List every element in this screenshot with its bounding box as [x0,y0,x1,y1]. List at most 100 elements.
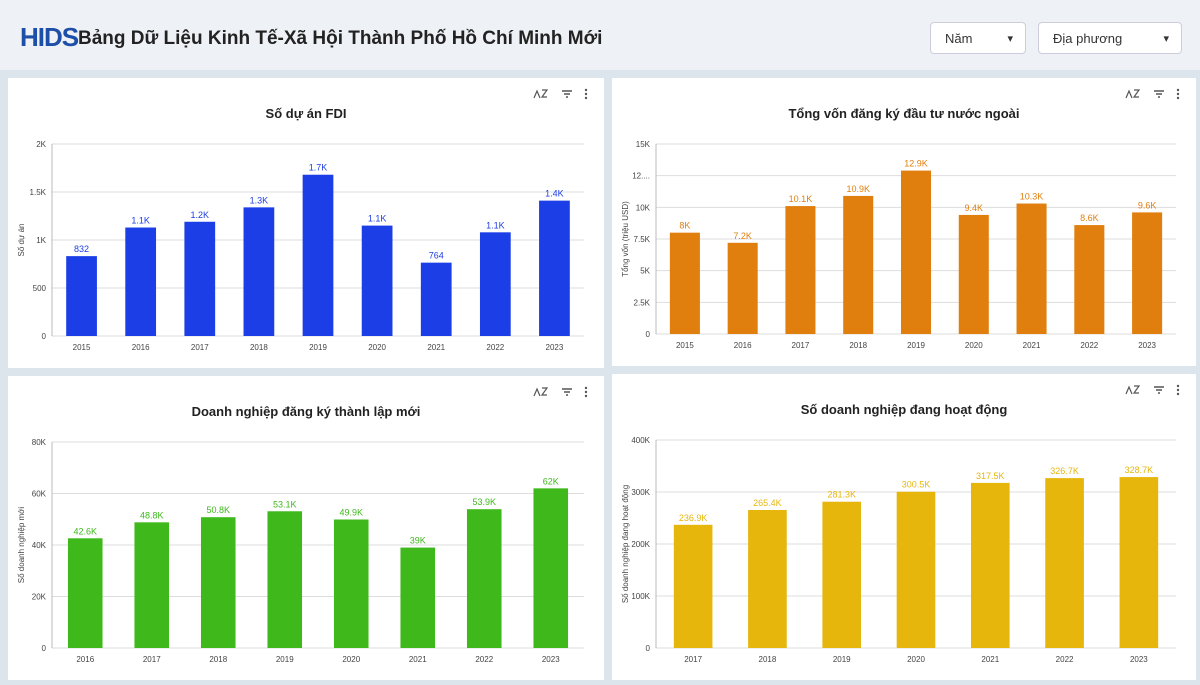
data-label: 53.1K [273,499,297,509]
y-tick-label: 0 [646,330,651,339]
x-tick-label: 2016 [132,343,150,352]
data-label: 9.4K [965,203,984,213]
sort-icon [1125,89,1141,99]
x-tick-label: 2021 [427,343,445,352]
bar [184,221,216,336]
x-tick-label: 2016 [734,341,752,350]
y-tick-label: 20K [32,593,47,602]
x-tick-label: 2018 [849,341,867,350]
y-tick-label: 400K [631,436,650,445]
chart: Số dự án FDI Số dự án 0 500 1K 1.5K 2K 2015 832 2… [17,88,588,352]
y-tick-label: 2K [36,140,46,149]
y-tick-label: 40K [32,541,47,550]
x-tick-label: 2017 [191,343,209,352]
y-tick-label: 0 [42,332,47,341]
year-filter[interactable]: Năm [930,22,1026,55]
x-tick-label: 2022 [1056,655,1074,664]
chart-title: Số dự án FDI [266,106,347,121]
bar [420,262,452,336]
bar [267,511,303,648]
x-tick-label: 2018 [209,655,227,664]
panel: Số doanh nghiệp đang hoạt động Số doanh n… [612,374,1196,680]
y-tick-label: 100K [631,592,650,601]
bar [333,519,369,648]
data-label: 7.2K [733,231,752,241]
x-tick-label: 2019 [907,341,925,350]
y-axis-label: Số dự án [17,224,26,257]
data-label: 317.5K [976,471,1005,481]
y-tick-label: 500 [33,284,47,293]
data-label: 53.9K [472,497,496,507]
data-label: 39K [410,536,426,546]
bar [66,256,97,336]
data-label: 1.7K [309,163,328,173]
data-label: 62K [543,476,559,486]
data-label: 300.5K [902,480,931,490]
x-tick-label: 2021 [409,655,427,664]
bar [1119,477,1159,648]
bar [822,501,862,648]
data-label: 1.1K [368,214,387,224]
panel: Số dự án FDI Số dự án 0 500 1K 1.5K 2K 2015 832 2… [8,78,604,368]
x-tick-label: 2021 [1023,341,1041,350]
y-tick-label: 10K [636,203,651,212]
filter-icon [1154,90,1164,98]
x-tick-label: 2017 [143,655,161,664]
chart-title: Số doanh nghiệp đang hoạt động [801,402,1008,417]
y-tick-label: 12.... [632,172,650,181]
bar [361,225,393,336]
filter-icon [1154,386,1164,394]
filter-icon [562,90,572,98]
region-filter[interactable]: Địa phương [1038,22,1182,55]
data-label: 10.1K [789,194,813,204]
x-tick-label: 2017 [684,655,702,664]
menu-dot [1176,384,1180,388]
bar [200,517,236,648]
menu-dot [1176,388,1180,392]
x-tick-label: 2023 [1138,341,1156,350]
bar [1016,203,1047,334]
toolbar[interactable] [1125,88,1180,100]
y-tick-label: 0 [42,644,47,653]
y-tick-label: 200K [631,540,650,549]
x-tick-label: 2015 [73,343,91,352]
sort-icon [1125,385,1141,395]
x-tick-label: 2020 [907,655,925,664]
data-label: 832 [74,244,89,254]
x-tick-label: 2023 [542,655,560,664]
bar [748,509,787,648]
x-tick-label: 2022 [1080,341,1098,350]
y-tick-label: 0 [646,644,651,653]
toolbar[interactable] [533,386,588,398]
bar [673,524,713,648]
data-label: 50.8K [206,505,230,515]
y-tick-label: 60K [32,490,47,499]
menu-dot [584,394,588,398]
data-label: 236.9K [679,513,708,523]
data-label: 326.7K [1050,466,1079,476]
sort-icon [533,89,549,99]
x-tick-label: 2015 [676,341,694,350]
x-tick-label: 2020 [342,655,360,664]
menu-dot [584,390,588,394]
x-tick-label: 2020 [368,343,386,352]
y-tick-label: 300K [631,488,650,497]
x-tick-label: 2022 [475,655,493,664]
x-tick-label: 2021 [981,655,999,664]
bar [900,170,932,334]
toolbar[interactable] [533,88,588,100]
bar [970,482,1010,648]
y-axis-label: Tổng vốn (triệu USD) [621,201,630,277]
bar [533,488,569,648]
y-tick-label: 1K [36,236,46,245]
bar [958,214,989,334]
toolbar[interactable] [1125,384,1180,396]
y-axis-label: Số doanh nghiệp đang hoạt động [621,485,630,603]
data-label: 764 [429,251,444,261]
x-tick-label: 2017 [792,341,810,350]
chart-title: Tổng vốn đăng ký đầu tư nước ngoài [788,106,1019,121]
y-tick-label: 80K [32,438,47,447]
menu-dot [584,92,588,96]
sort-icon [533,387,549,397]
data-label: 9.6K [1138,200,1157,210]
